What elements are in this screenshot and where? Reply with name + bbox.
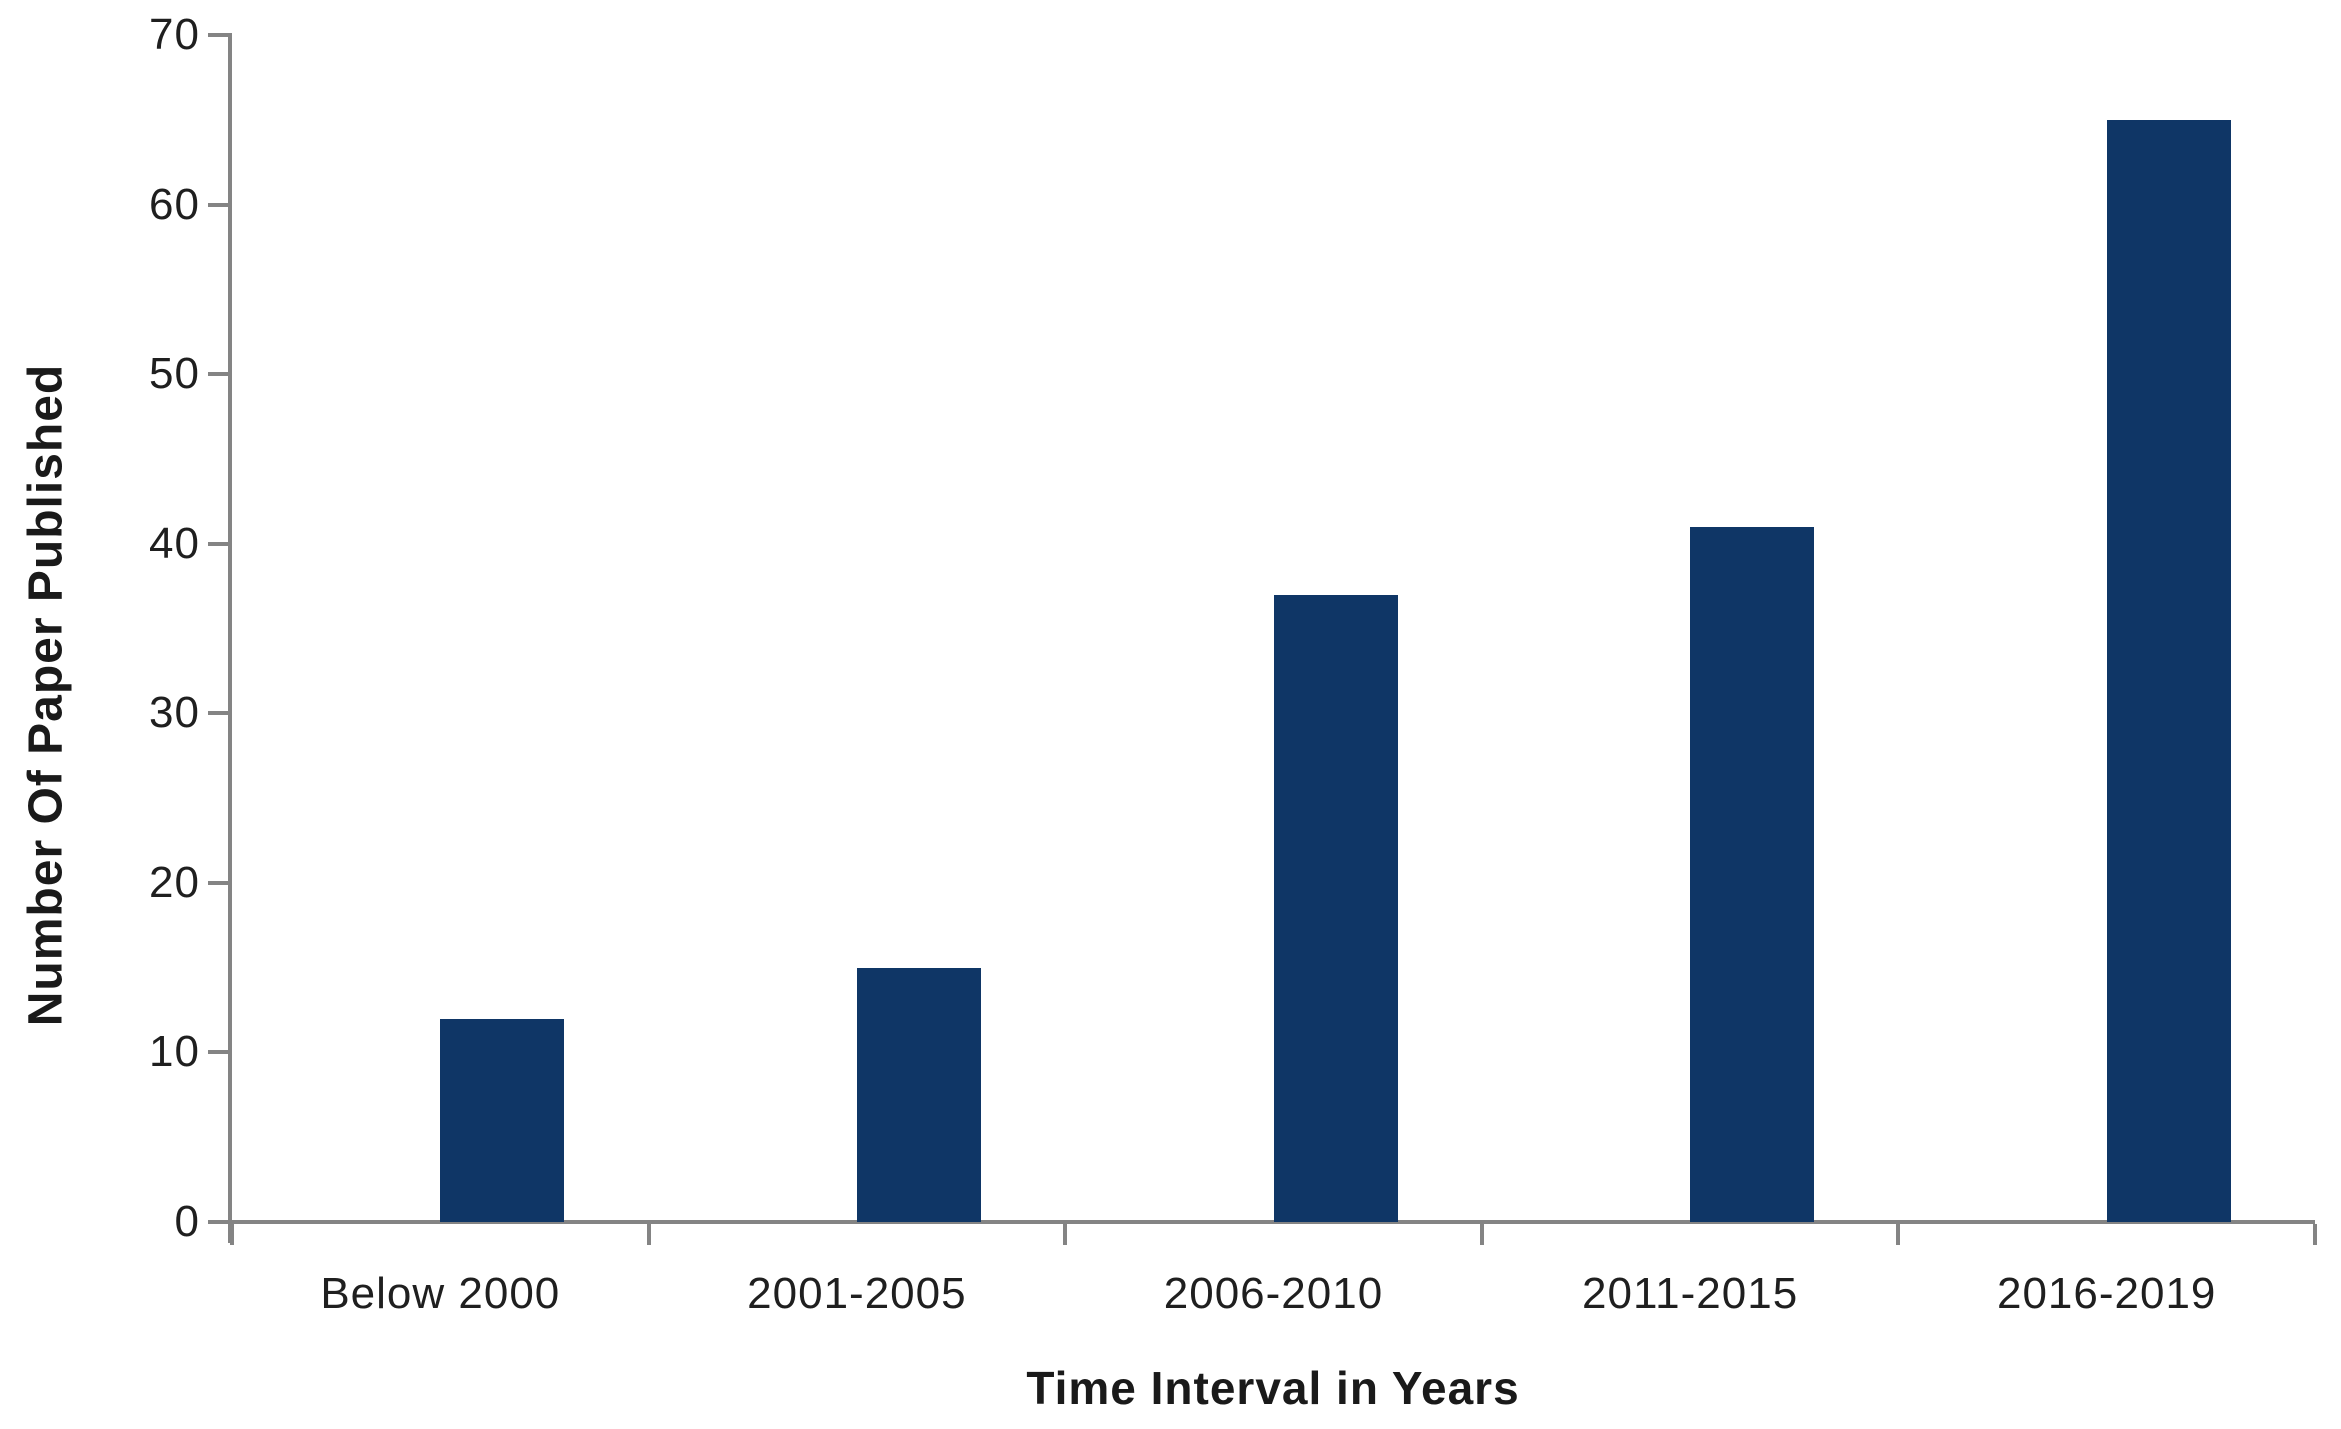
y-axis-tick	[208, 541, 228, 546]
x-category-label: 2001-2005	[747, 1269, 967, 1318]
y-tick-label: 30	[149, 688, 200, 738]
x-category-label: 2006-2010	[1163, 1269, 1384, 1318]
x-axis-tick	[230, 1224, 234, 1245]
bar-below-2000	[440, 1019, 564, 1222]
y-axis-tick	[208, 372, 228, 377]
y-axis-tick	[208, 1050, 228, 1055]
y-tick-label: 40	[149, 518, 200, 568]
x-axis-tick	[1479, 1224, 1484, 1245]
x-axis-tick	[2313, 1224, 2317, 1245]
bar-2006-2010	[1274, 595, 1398, 1222]
y-axis-tick	[208, 711, 228, 716]
x-axis-tick	[1063, 1224, 1068, 1245]
y-axis-tick	[208, 880, 228, 885]
y-tick-label: 0	[174, 1197, 200, 1246]
y-tick-label: 70	[149, 10, 200, 59]
bar-2001-2005	[857, 968, 981, 1222]
x-axis-line	[212, 1220, 2315, 1224]
x-category-label: Below 2000	[320, 1269, 561, 1318]
y-axis-line	[228, 33, 232, 1243]
y-axis-tick	[208, 33, 228, 37]
y-tick-label: 20	[149, 857, 200, 907]
x-axis-title: Time Interval in Years	[1026, 1362, 1520, 1414]
y-axis-tick	[208, 1220, 228, 1224]
x-category-label: 2011-2015	[1582, 1269, 1799, 1318]
y-axis-tick	[208, 202, 228, 207]
x-axis-tick	[1896, 1224, 1901, 1245]
y-tick-label: 50	[149, 349, 200, 399]
y-tick-label: 60	[149, 179, 200, 229]
x-axis-tick	[646, 1224, 651, 1245]
y-tick-label: 10	[149, 1027, 200, 1077]
x-category-label: 2016-2019	[1996, 1269, 2217, 1318]
bar-2016-2019	[2107, 120, 2231, 1222]
bar-2011-2015	[1690, 527, 1814, 1222]
